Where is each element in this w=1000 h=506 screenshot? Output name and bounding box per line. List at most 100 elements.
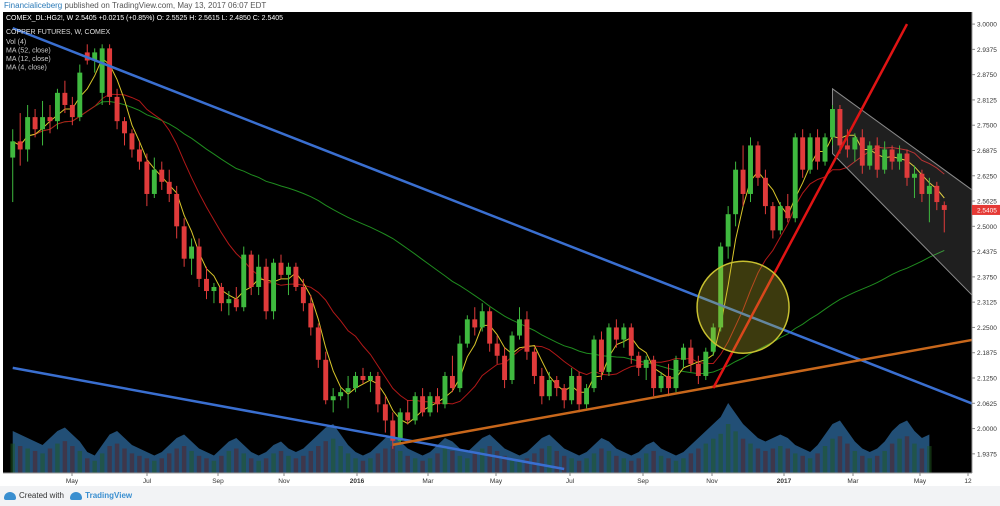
candle-body — [844, 145, 850, 150]
volume-bar — [860, 455, 865, 473]
candle-body — [122, 121, 127, 134]
trendline-blue-upper — [12, 26, 975, 406]
volume-bar — [107, 446, 112, 473]
created-with-label: Created with — [19, 491, 64, 500]
volume-bar — [770, 448, 776, 473]
x-tick-label: Mar — [847, 478, 859, 485]
candle-body — [367, 375, 373, 381]
candle-body — [576, 375, 582, 405]
candle-body — [688, 347, 694, 364]
volume-bar — [472, 453, 478, 473]
candle-body — [837, 109, 843, 146]
volume-bar — [465, 458, 470, 473]
candle-body — [10, 141, 16, 158]
volume-bar — [904, 436, 910, 473]
volume-bar — [748, 443, 753, 473]
volume-bar — [241, 453, 246, 473]
volume-bar — [643, 453, 649, 473]
volume-bar — [330, 438, 336, 473]
volume-bar — [725, 424, 731, 473]
candle-body — [427, 396, 433, 413]
volume-bar — [114, 443, 120, 473]
volume-bar — [800, 455, 805, 473]
x-axis-panel — [0, 473, 1000, 486]
candle-body — [129, 133, 135, 150]
candle-body — [524, 319, 530, 352]
y-tick-label: 1.9375 — [977, 451, 997, 458]
trendline-red-support — [712, 23, 909, 389]
candle-body — [256, 266, 262, 287]
volume-bar — [301, 455, 306, 473]
candle-body — [218, 286, 224, 304]
candle-body — [300, 286, 306, 304]
candle-body — [926, 185, 932, 194]
volume-bar — [696, 448, 701, 473]
volume-bar — [70, 446, 75, 473]
x-tick-label: Sep — [212, 478, 224, 485]
candle-body — [397, 412, 403, 441]
volume-bar — [919, 448, 925, 473]
candle-body — [800, 137, 806, 170]
volume-bar — [479, 448, 485, 473]
volume-bar — [353, 458, 358, 473]
volume-bar — [755, 448, 761, 473]
candle-body — [449, 375, 455, 389]
candle-body — [390, 420, 396, 441]
candle-body — [107, 48, 113, 97]
volume-bar — [383, 448, 388, 473]
y-tick-label: 2.3750 — [977, 274, 997, 281]
candle-body — [546, 380, 552, 397]
volume-bar — [323, 441, 328, 473]
volume-bar — [658, 455, 664, 473]
volume-bar — [55, 443, 60, 473]
candle-body — [673, 359, 679, 389]
candle-body — [889, 149, 895, 162]
volume-bar — [569, 458, 574, 473]
x-tick-label: 2017 — [777, 478, 792, 485]
y-tick-label: 2.2500 — [977, 325, 997, 332]
volume-bar — [703, 443, 709, 473]
volume-bar — [591, 453, 597, 473]
y-tick-label: 2.1875 — [977, 350, 997, 357]
author-link[interactable]: Financialiceberg — [4, 1, 63, 10]
volume-bar — [576, 460, 582, 473]
y-tick-label: 2.8125 — [977, 97, 997, 104]
volume-bar — [234, 448, 239, 473]
candle-body — [457, 343, 463, 389]
y-axis-panel — [972, 12, 1000, 473]
volume-bar — [189, 450, 194, 473]
volume-bar — [442, 448, 448, 473]
candle-body — [733, 169, 739, 215]
publish-info: published on TradingView.com, May 13, 20… — [64, 1, 267, 10]
volume-bar — [927, 446, 932, 473]
x-tick-label: 2016 — [350, 478, 365, 485]
candle-body — [934, 185, 940, 203]
y-tick-label: 2.0625 — [977, 401, 997, 408]
volume-bar — [897, 438, 902, 473]
volume-bar — [614, 455, 619, 473]
volume-bar — [539, 448, 545, 473]
volume-bar — [40, 453, 45, 473]
candle-body — [494, 343, 500, 356]
volume-bar — [711, 438, 716, 473]
volume-bar — [673, 460, 679, 473]
candle-body — [852, 137, 858, 150]
candle-body — [815, 137, 821, 162]
volume-bar — [211, 460, 217, 473]
tradingview-brand[interactable]: TradingView — [85, 491, 133, 500]
volume-bar — [502, 455, 507, 473]
candle-body — [286, 266, 291, 275]
candle-body — [658, 375, 664, 389]
candle-body — [405, 412, 411, 421]
candle-body — [360, 375, 366, 381]
candle-body — [509, 335, 515, 381]
y-tick-label: 2.9375 — [977, 47, 997, 54]
volume-bar — [226, 450, 232, 473]
volume-bar — [815, 453, 820, 473]
volume-bar — [159, 458, 165, 473]
candle-body — [375, 375, 381, 405]
candle-body — [189, 246, 195, 259]
candle-body — [159, 169, 165, 182]
volume-bar — [606, 450, 612, 473]
volume-bar — [166, 453, 172, 473]
